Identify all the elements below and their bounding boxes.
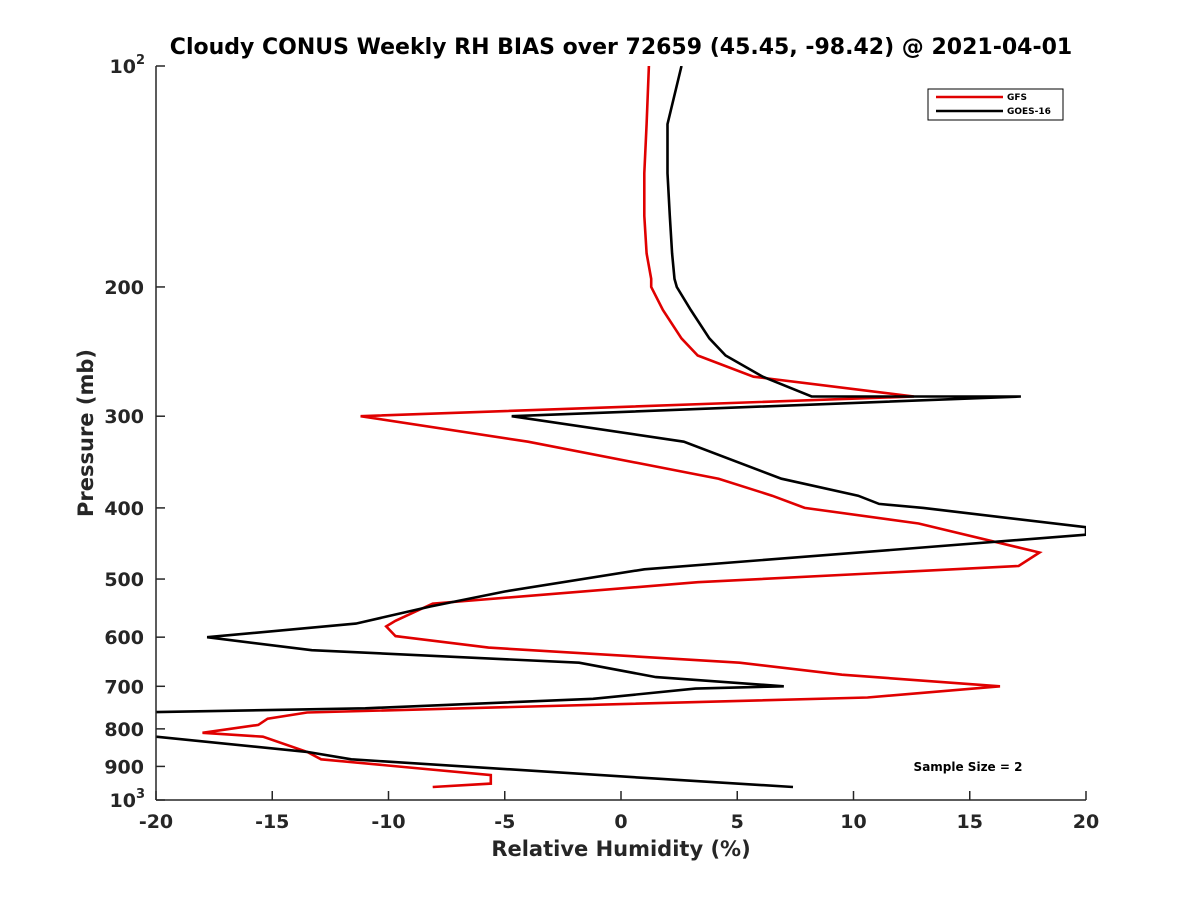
y-tick-label: 10	[110, 56, 136, 78]
series-line-goes16	[156, 66, 1086, 789]
x-tick-label: -10	[371, 811, 405, 833]
x-tick-label: 20	[1073, 811, 1099, 833]
legend-label-gfs: GFS	[1007, 93, 1027, 103]
x-axis-ticks: -20 -15 -10 -5 0 5 10 15 20	[139, 791, 1099, 833]
x-tick-label: 5	[731, 811, 744, 833]
x-tick-label: -5	[494, 811, 515, 833]
x-tick-label: 15	[957, 811, 983, 833]
sample-size-annotation: Sample Size = 2	[914, 760, 1023, 774]
x-tick-label: -20	[139, 811, 173, 833]
y-tick-exponent: 3	[136, 787, 145, 802]
y-axis-label: Pressure (mb)	[74, 349, 98, 517]
y-tick-label: 300	[104, 406, 144, 428]
y-tick-label: 900	[104, 756, 144, 778]
y-tick-exponent: 2	[136, 53, 145, 68]
x-tick-label: 10	[840, 811, 866, 833]
y-tick-label: 500	[104, 569, 144, 591]
y-tick-label: 700	[104, 676, 144, 698]
y-tick-label: 600	[104, 627, 144, 649]
y-tick-label: 400	[104, 498, 144, 520]
legend-label-goes16: GOES-16	[1007, 107, 1051, 117]
legend-box	[927, 88, 1064, 121]
x-tick-label: 0	[614, 811, 627, 833]
chart-title: Cloudy CONUS Weekly RH BIAS over 72659 (…	[170, 35, 1072, 60]
y-tick-label: 800	[104, 719, 144, 741]
legend: GFS GOES-16	[927, 88, 1064, 121]
x-tick-label: -15	[255, 811, 289, 833]
x-axis-label: Relative Humidity (%)	[491, 837, 750, 861]
y-tick-label: 10	[110, 790, 136, 812]
y-tick-label: 200	[104, 277, 144, 299]
series-line-gfs	[202, 66, 1043, 789]
series-layer	[156, 66, 1086, 789]
